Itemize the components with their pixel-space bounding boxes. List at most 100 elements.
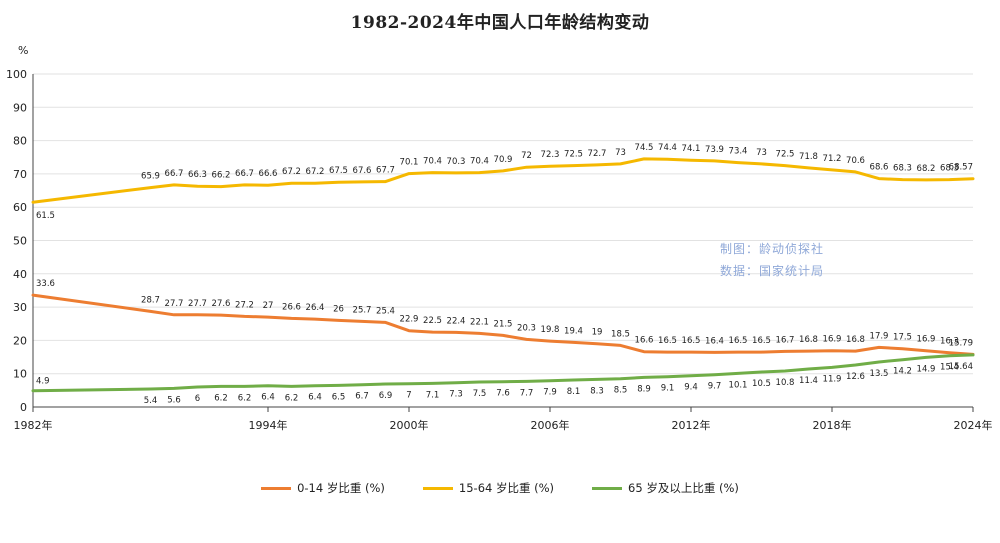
data-label: 14.2: [893, 367, 912, 377]
data-label: 70.4: [423, 157, 442, 167]
data-label: 16.8: [799, 335, 818, 345]
data-label: 16.5: [729, 336, 748, 346]
x-tick-label: 1994年: [249, 418, 288, 432]
data-label: 10.8: [776, 378, 795, 388]
data-label: 16.5: [682, 336, 701, 346]
data-label: 21.5: [494, 319, 513, 329]
x-tick-label: 2012年: [672, 418, 711, 432]
data-label: 25.4: [376, 306, 395, 316]
y-tick-label: 0: [20, 401, 27, 414]
legend-swatch-65plus: [592, 486, 623, 490]
data-label: 68.6: [870, 163, 889, 173]
data-label: 20.3: [517, 323, 536, 333]
data-label: 66.7: [165, 169, 184, 179]
data-label: 68.3: [893, 164, 912, 174]
y-tick-label: 50: [13, 235, 27, 248]
data-label: 22.9: [400, 315, 419, 325]
legend-swatch-15-64: [422, 486, 453, 490]
y-tick-label: 20: [13, 334, 27, 347]
watermark-credit: 制图：龄动侦探社: [720, 242, 825, 256]
data-label: 67.5: [329, 166, 348, 176]
data-label: 71.2: [823, 154, 842, 164]
data-label: 6.4: [261, 393, 275, 403]
data-label: 22.4: [447, 316, 466, 326]
data-label: 7.9: [543, 388, 557, 398]
data-label: 6.2: [238, 393, 252, 403]
data-label: 66.7: [235, 169, 254, 179]
data-label: 5.4: [144, 396, 158, 406]
data-label: 8.9: [637, 384, 651, 394]
data-label: 19.8: [541, 325, 560, 335]
data-label: 67.6: [353, 166, 372, 176]
data-label: 17.9: [870, 331, 889, 341]
data-label: 66.2: [212, 171, 231, 181]
data-label: 68.2: [917, 164, 936, 174]
data-label: 6.2: [214, 393, 228, 403]
data-label: 16.6: [635, 336, 654, 346]
legend-label-15-64: 15-64 岁比重 (%): [458, 481, 555, 495]
data-label: 7: [406, 391, 411, 401]
data-label: 27.7: [165, 299, 184, 309]
legend-label-65plus: 65 岁及以上比重 (%): [628, 481, 739, 495]
data-label: 7.7: [520, 388, 534, 398]
data-label: 19: [592, 328, 603, 338]
y-tick-label: 40: [13, 268, 27, 281]
data-label: 14.9: [917, 364, 936, 374]
grid-lines: [33, 73, 973, 375]
x-tick-label: 2006年: [531, 418, 570, 432]
y-axis-unit-label: %: [18, 44, 28, 57]
legend-item-15-64: 15-64 岁比重 (%): [422, 480, 555, 496]
data-labels: 33.6 28.7 27.7 27.7 27.6 27.2 27 26.6 26.4 26 25.7…: [36, 143, 973, 406]
data-label: 70.9: [494, 155, 513, 165]
data-label: 6.5: [332, 392, 346, 402]
y-tick-label: 90: [13, 101, 27, 114]
data-label: 8.1: [567, 387, 581, 397]
watermark-source: 数据：国家统计局: [720, 264, 825, 278]
data-label: 66.6: [259, 169, 278, 179]
data-label: 16.5: [752, 336, 771, 346]
data-label: 67.2: [306, 167, 325, 177]
data-label: 8.5: [614, 386, 628, 396]
data-label: 11.4: [799, 376, 818, 386]
data-label: 9.4: [684, 383, 698, 393]
data-label: 72.5: [564, 150, 583, 160]
data-label: 67.7: [376, 166, 395, 176]
y-tick-label: 60: [13, 201, 27, 214]
data-label: 26.6: [282, 302, 301, 312]
data-label: 12.6: [846, 372, 865, 382]
data-label: 26.4: [306, 303, 325, 313]
data-label: 16.7: [776, 335, 795, 345]
data-label: 72.7: [588, 149, 607, 159]
data-label: 6.4: [308, 393, 322, 403]
data-label: 74.5: [635, 143, 654, 153]
data-label: 73.9: [705, 145, 724, 155]
data-label: 16.9: [917, 335, 936, 345]
data-label: 6.9: [379, 391, 393, 401]
y-tick-label: 30: [13, 301, 27, 314]
data-label: 73: [615, 148, 626, 158]
axes: 0 10 20 30 40 50 60 70 80 90 100% 1982年 1994年 2000年 20…: [6, 44, 993, 432]
data-label: 68.3: [940, 164, 959, 174]
data-label: 67.2: [282, 167, 301, 177]
data-label: 27: [263, 301, 274, 311]
data-label: 15.4: [940, 363, 959, 373]
data-label: 26: [333, 304, 344, 314]
x-tick-label: 1982年: [14, 418, 53, 432]
data-label: 70.6: [846, 156, 865, 166]
data-label: 18.5: [611, 329, 630, 339]
data-label: 16.9: [823, 335, 842, 345]
data-label: 70.3: [447, 157, 466, 167]
data-label: 71.8: [799, 152, 818, 162]
data-label: 27.6: [212, 299, 231, 309]
data-label: 10.5: [752, 379, 771, 389]
chart-title: 1982-2024年中国人口年龄结构变动: [350, 13, 650, 33]
data-label: 7.3: [449, 390, 463, 400]
data-label: 4.9: [36, 377, 50, 387]
data-label: 6: [195, 394, 200, 404]
series-line-0: [31, 293, 975, 356]
data-label: 6.2: [285, 393, 299, 403]
data-label: 7.5: [473, 389, 487, 399]
legend: 0-14 岁比重 (%) 15-64 岁比重 (%) 65 岁及以上比重 (%): [0, 480, 1000, 496]
data-label: 72.3: [541, 150, 560, 160]
